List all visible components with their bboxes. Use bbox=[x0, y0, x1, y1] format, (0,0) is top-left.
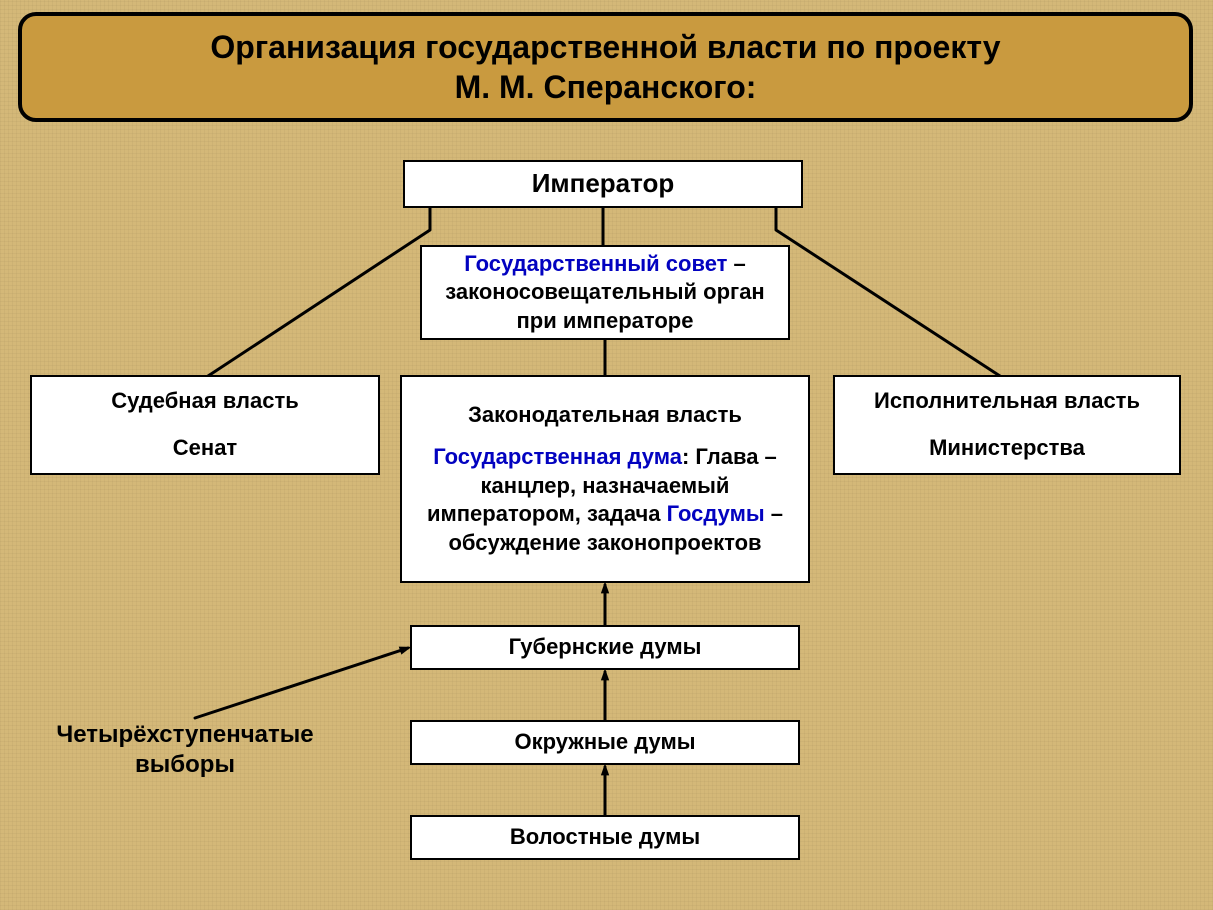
node-legislative: Законодательная власть Государственная д… bbox=[400, 375, 810, 583]
node-okrug: Окружные думы bbox=[410, 720, 800, 765]
node-executive-body: Министерства bbox=[845, 434, 1169, 463]
node-judicial: Судебная власть Сенат bbox=[30, 375, 380, 475]
node-emperor: Император bbox=[403, 160, 803, 208]
title-line2: М. М. Сперанского: bbox=[22, 67, 1189, 107]
node-council: Государственный совет – законосовещатель… bbox=[420, 245, 790, 340]
node-legislative-body: Государственная дума: Глава – канцлер, н… bbox=[412, 443, 798, 557]
title-line1: Организация государственной власти по пр… bbox=[22, 27, 1189, 67]
node-volost-text: Волостные думы bbox=[422, 823, 788, 852]
elections-label-line2: выборы bbox=[35, 750, 335, 780]
node-executive-title: Исполнительная власть bbox=[845, 387, 1169, 416]
elections-label-line1: Четырёхступенчатые bbox=[35, 720, 335, 750]
node-gubernia-text: Губернские думы bbox=[422, 633, 788, 662]
node-gubernia: Губернские думы bbox=[410, 625, 800, 670]
node-legislative-title: Законодательная власть bbox=[412, 401, 798, 430]
node-council-text: Государственный совет – законосовещатель… bbox=[432, 250, 778, 336]
node-emperor-text: Император bbox=[415, 167, 791, 201]
node-judicial-body: Сенат bbox=[42, 434, 368, 463]
node-executive: Исполнительная власть Министерства bbox=[833, 375, 1181, 475]
node-volost: Волостные думы bbox=[410, 815, 800, 860]
node-okrug-text: Окружные думы bbox=[422, 728, 788, 757]
elections-label: Четырёхступенчатые выборы bbox=[35, 720, 335, 780]
node-judicial-title: Судебная власть bbox=[42, 387, 368, 416]
diagram-title: Организация государственной власти по пр… bbox=[18, 12, 1193, 122]
